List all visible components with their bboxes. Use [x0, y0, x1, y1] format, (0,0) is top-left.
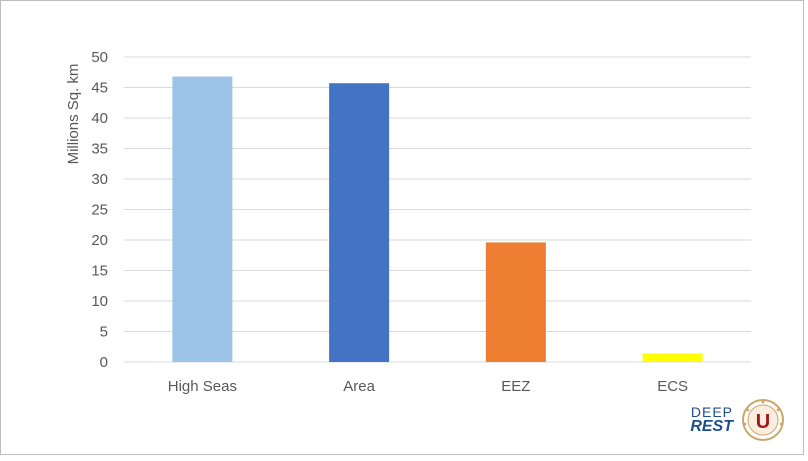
y-tick-label: 40 — [91, 110, 108, 127]
y-tick-label: 50 — [91, 49, 108, 66]
bars — [172, 76, 703, 363]
y-tick-label: 0 — [100, 354, 108, 371]
bar-high-seas — [172, 76, 233, 363]
y-tick-label: 15 — [91, 263, 108, 280]
svg-text:U: U — [756, 411, 770, 433]
x-tick-label: Area — [343, 378, 375, 395]
x-tick-label: EEZ — [501, 378, 530, 395]
y-tick-labels: 0 5 10 15 20 25 30 35 40 45 50 — [91, 49, 108, 371]
bar-eez — [485, 242, 546, 362]
y-tick-label: 5 — [100, 324, 108, 341]
y-tick-label: 30 — [91, 171, 108, 188]
bar-area — [329, 83, 390, 362]
y-tick-label: 35 — [91, 141, 108, 158]
y-tick-label: 10 — [91, 293, 108, 310]
deep-rest-logo-line1: DEEP — [690, 404, 733, 420]
deep-rest-logo-line2: REST — [690, 418, 733, 435]
y-tick-label: 20 — [91, 232, 108, 249]
y-axis-label: Millions Sq. km — [65, 64, 82, 165]
x-tick-label: High Seas — [168, 378, 237, 395]
bar-ecs — [642, 353, 703, 362]
deep-rest-logo: DEEP REST — [690, 405, 733, 435]
y-tick-label: 25 — [91, 202, 108, 219]
university-seal-icon: U — [742, 399, 784, 441]
x-tick-label: ECS — [657, 378, 688, 395]
logo-area: DEEP REST U — [690, 398, 785, 442]
x-tick-labels: High Seas Area EEZ ECS — [168, 378, 688, 395]
y-tick-label: 45 — [91, 80, 108, 97]
